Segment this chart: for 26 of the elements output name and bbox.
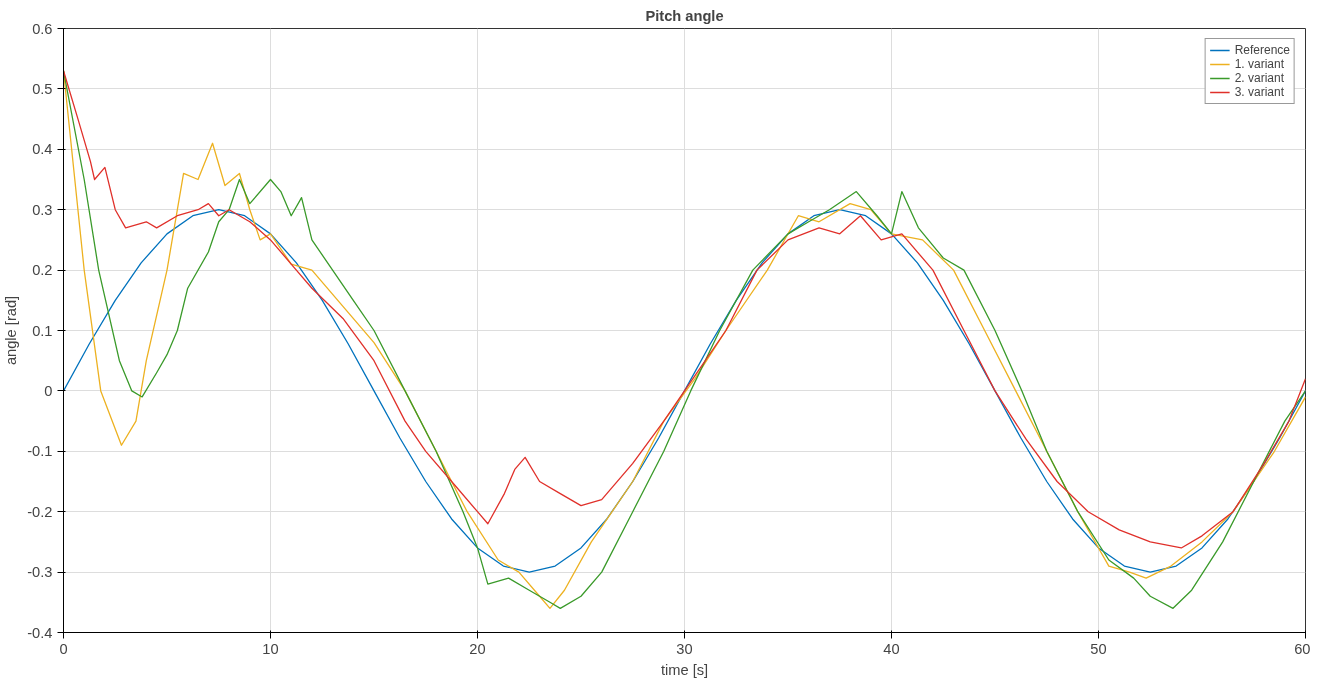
line-series — [63, 209, 1306, 573]
y-tick-label: 0.1 — [32, 322, 53, 339]
y-tick-label: 0.2 — [32, 262, 53, 279]
x-tick-label: 40 — [883, 640, 900, 657]
y-tick-label: 0.6 — [32, 20, 53, 37]
x-tick-label: 0 — [59, 640, 68, 657]
y-tick-label: 0.5 — [32, 80, 53, 97]
y-tick-label: -0.1 — [27, 443, 53, 460]
x-axis-title: time [s] — [660, 661, 709, 678]
y-tick-label: -0.3 — [27, 564, 53, 581]
y-tick-label: -0.4 — [27, 624, 53, 641]
legend-label: 1. variant — [1234, 57, 1284, 71]
x-tick-label: 30 — [676, 640, 693, 657]
x-tick-label: 50 — [1090, 640, 1107, 657]
x-tick-label: 60 — [1294, 640, 1311, 657]
x-tick-label: 10 — [262, 640, 279, 657]
y-tick-label: 0 — [44, 382, 53, 399]
y-tick-label: 0.4 — [32, 141, 53, 158]
legend-label: 3. variant — [1234, 85, 1284, 99]
legend-label: 2. variant — [1234, 71, 1284, 85]
chart-title: Pitch angle — [645, 7, 724, 24]
y-tick-label: -0.2 — [27, 503, 53, 520]
y-tick-label: 0.3 — [32, 201, 53, 218]
legend-label: Reference — [1234, 43, 1290, 57]
y-axis-title: angle [rad] — [3, 295, 20, 366]
x-tick-label: 20 — [469, 640, 486, 657]
